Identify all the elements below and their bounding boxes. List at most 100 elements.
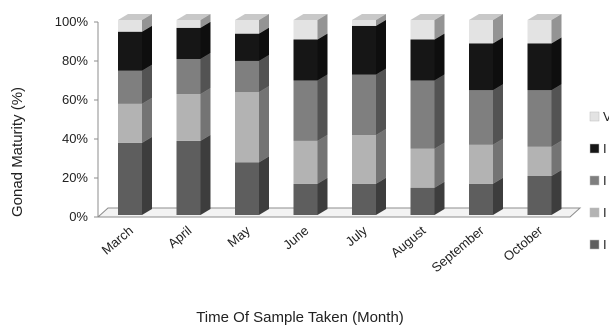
bar-segment-side bbox=[317, 134, 328, 184]
bar-segment-front bbox=[527, 90, 552, 147]
bar-segment-side bbox=[317, 177, 328, 215]
x-axis-labels: March April May June July August September Octo… bbox=[99, 222, 546, 275]
bar-segment-front bbox=[410, 148, 435, 188]
x-category-label: April bbox=[165, 223, 195, 251]
bar-segment-front bbox=[352, 20, 376, 26]
bar-segment-front bbox=[293, 140, 318, 184]
legend-label: I bbox=[603, 141, 607, 156]
bar-segment-side bbox=[434, 74, 445, 149]
bar-segment-side bbox=[259, 54, 269, 93]
legend-label: I bbox=[603, 237, 607, 252]
bar-segment-front bbox=[293, 39, 318, 81]
bar-segment-side bbox=[434, 14, 445, 40]
bar-segment-front bbox=[527, 176, 552, 215]
bar-segment-side bbox=[200, 14, 211, 28]
bar-segment-front bbox=[118, 70, 142, 104]
bar-segment-side bbox=[142, 25, 152, 71]
bar-segment-side bbox=[493, 14, 503, 44]
bar-top-face bbox=[352, 14, 386, 20]
bar-segment-front bbox=[352, 25, 376, 75]
bar-segment-front bbox=[527, 43, 552, 91]
x-category-label: August bbox=[388, 223, 429, 261]
y-axis: 0% 20% 40% 60% 80% 100% bbox=[55, 14, 99, 224]
legend-swatch bbox=[589, 207, 600, 218]
bar-segment-side bbox=[376, 14, 386, 26]
bar-segment-front bbox=[469, 144, 493, 184]
bar-top-face bbox=[527, 14, 562, 20]
x-category-label: March bbox=[99, 223, 136, 258]
bar-segment-side bbox=[493, 84, 503, 145]
bar-segment-front bbox=[352, 74, 376, 136]
bar-segment-front bbox=[410, 80, 435, 149]
bar-segment-front bbox=[235, 60, 259, 93]
legend-swatch bbox=[589, 143, 600, 154]
bar-segment-front bbox=[235, 33, 259, 61]
y-tick-label: 20% bbox=[62, 170, 88, 185]
bar-segment-front bbox=[176, 140, 201, 215]
legend-swatch bbox=[589, 175, 600, 186]
bar-segment-front bbox=[469, 90, 493, 145]
bar-segment-front bbox=[118, 142, 142, 215]
bar-segment-side bbox=[200, 21, 211, 59]
bar-segment-side bbox=[493, 177, 503, 215]
y-tick-label: 100% bbox=[55, 14, 89, 29]
bar-segment-side bbox=[317, 74, 328, 141]
bar-segment-side bbox=[551, 14, 562, 44]
bar-segment-side bbox=[376, 19, 386, 75]
floor-plane bbox=[96, 207, 582, 218]
legend-label: V bbox=[603, 109, 609, 124]
x-category-label: September bbox=[429, 222, 488, 275]
bar-segment-side bbox=[493, 37, 503, 91]
bar-segment-front bbox=[293, 20, 318, 40]
bar-segment-side bbox=[259, 156, 269, 215]
bar-segment-front bbox=[293, 183, 318, 215]
x-category-label: June bbox=[280, 223, 311, 253]
bar-segment-side bbox=[200, 88, 211, 141]
bar-segment-side bbox=[259, 86, 269, 163]
bar-segment-front bbox=[118, 103, 142, 143]
chart-floor bbox=[96, 207, 582, 218]
bars bbox=[118, 14, 562, 215]
bar-segment-side bbox=[551, 84, 562, 147]
bar-segment-front bbox=[235, 20, 259, 34]
bar-segment-front bbox=[118, 31, 142, 71]
bar-segment-front bbox=[176, 20, 201, 28]
bar-segment-front bbox=[527, 20, 552, 44]
bar-segment-side bbox=[142, 64, 152, 104]
bar-top-face bbox=[118, 14, 152, 20]
bar-segment-side bbox=[200, 53, 211, 95]
bar-segment-front bbox=[176, 94, 201, 141]
legend-swatch bbox=[589, 239, 600, 250]
bar-segment-side bbox=[551, 37, 562, 91]
y-tick-label: 40% bbox=[62, 131, 88, 146]
y-tick-label: 80% bbox=[62, 53, 88, 68]
bar-segment-side bbox=[493, 138, 503, 184]
y-axis-title: Gonad Maturity (%) bbox=[9, 87, 26, 217]
y-tick-label: 60% bbox=[62, 92, 88, 107]
bar-segment-front bbox=[469, 43, 493, 91]
bar-segment-side bbox=[434, 33, 445, 81]
bar-segment-front bbox=[410, 39, 435, 81]
bar-segment-front bbox=[352, 135, 376, 184]
bar-segment-side bbox=[259, 27, 269, 61]
legend-label: I bbox=[603, 205, 607, 220]
bar-segment-front bbox=[469, 20, 493, 44]
bar-segment-side bbox=[434, 142, 445, 188]
bar-top-face bbox=[176, 14, 211, 20]
bar-segment-side bbox=[551, 170, 562, 215]
bar-top-face bbox=[469, 14, 503, 20]
bar-segment-front bbox=[469, 183, 493, 215]
bar-segment-side bbox=[142, 97, 152, 143]
bar-segment-front bbox=[352, 183, 376, 215]
bar-segment-side bbox=[142, 136, 152, 215]
bar-segment-side bbox=[551, 140, 562, 176]
bar-top-face bbox=[410, 14, 445, 20]
bar-top-face bbox=[235, 14, 269, 20]
y-tick-label: 0% bbox=[69, 209, 88, 224]
bar-segment-front bbox=[176, 27, 201, 59]
bar-segment-side bbox=[317, 33, 328, 81]
x-category-label: October bbox=[500, 222, 546, 264]
x-category-label: May bbox=[224, 222, 253, 250]
bar-segment-side bbox=[434, 181, 445, 215]
